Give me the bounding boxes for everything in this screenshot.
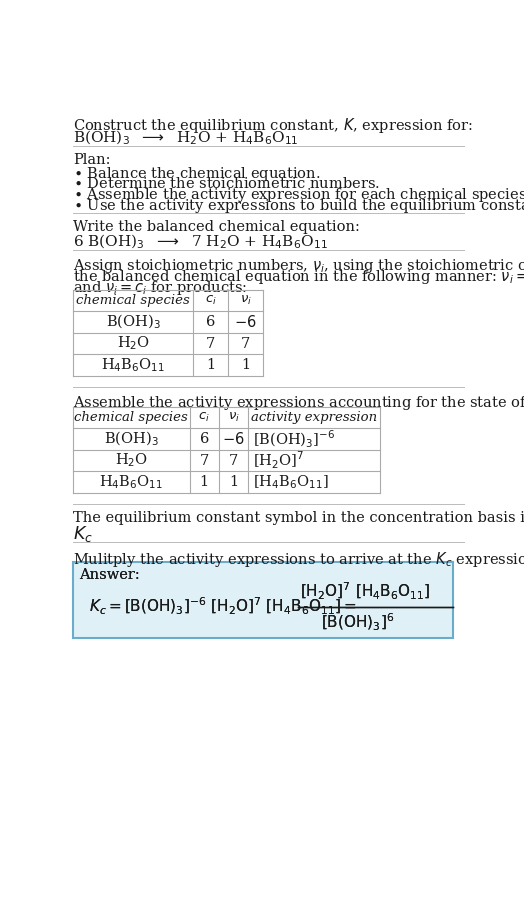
Text: 1: 1: [241, 358, 250, 372]
Text: H$_2$O: H$_2$O: [115, 451, 148, 469]
FancyBboxPatch shape: [73, 562, 453, 637]
Text: B(OH)$_3$: B(OH)$_3$: [106, 313, 161, 331]
Text: 7: 7: [200, 453, 209, 467]
Text: $K_c$: $K_c$: [73, 524, 93, 544]
Text: Answer:: Answer:: [80, 568, 140, 583]
Text: 7: 7: [229, 453, 238, 467]
Text: 6: 6: [200, 432, 209, 446]
Text: H$_4$B$_6$O$_{11}$: H$_4$B$_6$O$_{11}$: [101, 356, 165, 374]
Text: $c_i$: $c_i$: [205, 294, 217, 307]
Text: 1: 1: [206, 358, 215, 372]
Text: $c_i$: $c_i$: [198, 411, 210, 424]
Text: activity expression: activity expression: [251, 411, 377, 424]
Text: 6: 6: [206, 315, 215, 329]
Text: the balanced chemical equation in the following manner: $\nu_i = -c_i$ for react: the balanced chemical equation in the fo…: [73, 268, 524, 286]
Text: $K_c = [\mathrm{B(OH)_3}]^{-6}\ [\mathrm{H_2O}]^{7}\ [\mathrm{H_4B_6O_{11}}] =$: $K_c = [\mathrm{B(OH)_3}]^{-6}\ [\mathrm…: [89, 596, 356, 618]
Text: [H$_4$B$_6$O$_{11}$]: [H$_4$B$_6$O$_{11}$]: [253, 473, 329, 491]
Text: $-6$: $-6$: [222, 431, 245, 447]
Text: B(OH)$_3$: B(OH)$_3$: [104, 430, 159, 449]
Text: Construct the equilibrium constant, $K$, expression for:: Construct the equilibrium constant, $K$,…: [73, 116, 473, 135]
Text: $[\mathrm{B(OH)_3}]^{6}$: $[\mathrm{B(OH)_3}]^{6}$: [321, 611, 395, 633]
Text: Assemble the activity expressions accounting for the state of matter and $\nu_i$: Assemble the activity expressions accoun…: [73, 395, 524, 413]
Text: The equilibrium constant symbol in the concentration basis is:: The equilibrium constant symbol in the c…: [73, 512, 524, 525]
Text: 7: 7: [241, 336, 250, 351]
Text: 6 B(OH)$_3$  $\longrightarrow$  7 H$_2$O + H$_4$B$_6$O$_{11}$: 6 B(OH)$_3$ $\longrightarrow$ 7 H$_2$O +…: [73, 233, 328, 251]
Text: $\bullet$ Use the activity expressions to build the equilibrium constant express: $\bullet$ Use the activity expressions t…: [73, 197, 524, 215]
Text: $K_c = [\mathrm{B(OH)_3}]^{-6}\ [\mathrm{H_2O}]^{7}\ [\mathrm{H_4B_6O_{11}}] =$: $K_c = [\mathrm{B(OH)_3}]^{-6}\ [\mathrm…: [89, 596, 356, 618]
Text: $\nu_i$: $\nu_i$: [239, 294, 252, 307]
Text: chemical species: chemical species: [74, 411, 188, 424]
Text: $\nu_i$: $\nu_i$: [228, 411, 239, 424]
Text: Mulitply the activity expressions to arrive at the $K_c$ expression:: Mulitply the activity expressions to arr…: [73, 550, 524, 569]
Text: $[\mathrm{H_2O}]^{7}\ [\mathrm{H_4B_6O_{11}}]$: $[\mathrm{H_2O}]^{7}\ [\mathrm{H_4B_6O_{…: [300, 581, 430, 602]
Text: chemical species: chemical species: [77, 294, 190, 307]
Text: Answer:: Answer:: [80, 568, 140, 583]
Text: $-6$: $-6$: [234, 314, 257, 330]
Text: $[\mathrm{B(OH)_3}]^{6}$: $[\mathrm{B(OH)_3}]^{6}$: [321, 611, 395, 633]
Text: Write the balanced chemical equation:: Write the balanced chemical equation:: [73, 220, 360, 235]
Text: Assign stoichiometric numbers, $\nu_i$, using the stoichiometric coefficients, $: Assign stoichiometric numbers, $\nu_i$, …: [73, 257, 524, 275]
Text: $\bullet$ Assemble the activity expression for each chemical species.: $\bullet$ Assemble the activity expressi…: [73, 186, 524, 204]
Text: $\bullet$ Determine the stoichiometric numbers.: $\bullet$ Determine the stoichiometric n…: [73, 175, 380, 191]
Text: 1: 1: [200, 475, 209, 489]
Text: [B(OH)$_3$]$^{-6}$: [B(OH)$_3$]$^{-6}$: [253, 429, 335, 450]
Text: $\bullet$ Balance the chemical equation.: $\bullet$ Balance the chemical equation.: [73, 165, 321, 182]
Text: $[\mathrm{H_2O}]^{7}\ [\mathrm{H_4B_6O_{11}}]$: $[\mathrm{H_2O}]^{7}\ [\mathrm{H_4B_6O_{…: [300, 581, 430, 602]
Text: Plan:: Plan:: [73, 154, 111, 167]
Text: [H$_2$O]$^{7}$: [H$_2$O]$^{7}$: [253, 450, 304, 471]
Text: 1: 1: [229, 475, 238, 489]
Text: B(OH)$_3$  $\longrightarrow$  H$_2$O + H$_4$B$_6$O$_{11}$: B(OH)$_3$ $\longrightarrow$ H$_2$O + H$_…: [73, 129, 299, 147]
Text: 7: 7: [206, 336, 215, 351]
Text: H$_2$O: H$_2$O: [117, 334, 150, 352]
Text: H$_4$B$_6$O$_{11}$: H$_4$B$_6$O$_{11}$: [100, 473, 163, 491]
Text: and $\nu_i = c_i$ for products:: and $\nu_i = c_i$ for products:: [73, 279, 247, 297]
